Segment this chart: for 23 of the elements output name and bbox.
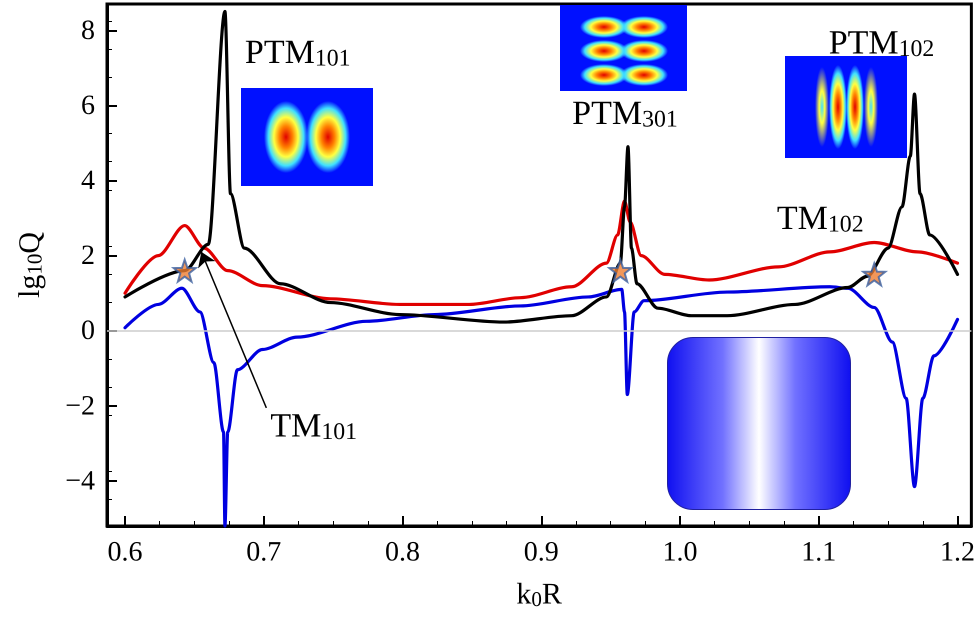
y-tick-label: 2 <box>81 240 95 272</box>
x-tick-label: 1.1 <box>801 536 836 568</box>
annotation: PTM102 <box>828 24 934 62</box>
x-tick-label: 1.0 <box>662 536 698 568</box>
line-series <box>123 200 960 306</box>
x-tick-label: 0.9 <box>524 536 559 568</box>
y-tick-label: −2 <box>65 390 95 422</box>
x-tick-label: 0.6 <box>108 536 143 568</box>
annotation: TM101 <box>270 407 358 445</box>
x-tick-label: 1.2 <box>940 536 975 568</box>
x-tick-label: 0.8 <box>385 536 420 568</box>
annotation: PTM101 <box>244 34 351 72</box>
line-series <box>123 285 960 528</box>
y-axis-title: lg10Q <box>12 232 46 298</box>
x-tick-label: 0.7 <box>246 536 282 568</box>
y-tick-label: 8 <box>81 14 95 46</box>
x-axis-title: k0R <box>516 577 562 611</box>
y-tick-label: 4 <box>81 165 95 196</box>
y-tick-label: 0 <box>81 315 95 346</box>
annotation: TM102 <box>776 200 864 238</box>
y-tick-label: −4 <box>65 465 95 496</box>
y-tick-label: 6 <box>81 90 95 121</box>
annotation: PTM301 <box>572 95 678 133</box>
